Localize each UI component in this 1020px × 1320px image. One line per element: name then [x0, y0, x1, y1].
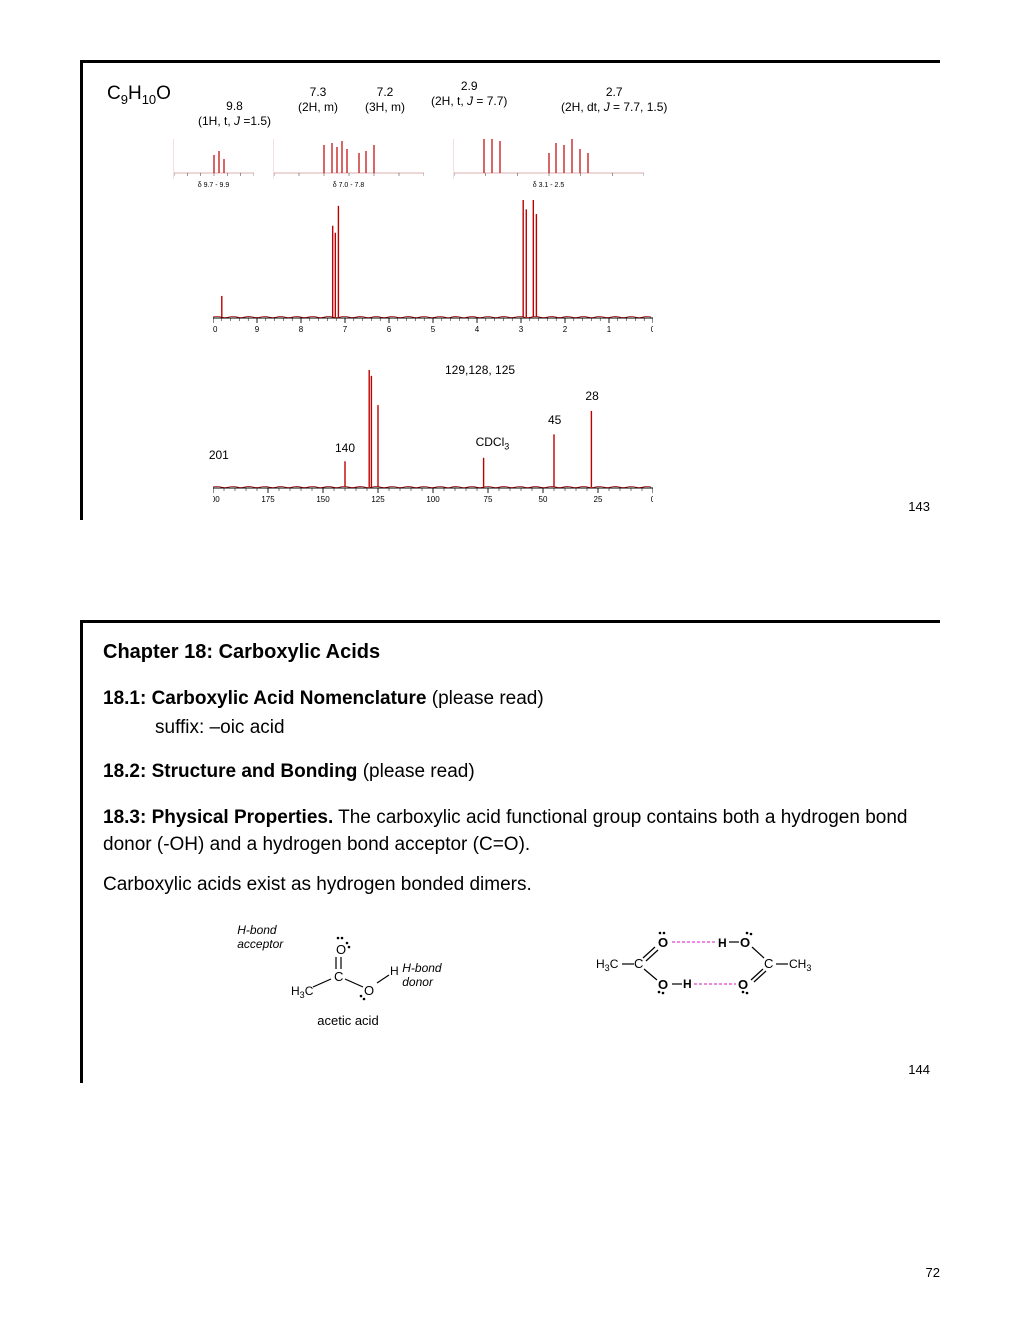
h-peak-label: 2.9(2H, t, J = 7.7)	[431, 79, 507, 109]
svg-text:10: 10	[213, 325, 218, 334]
h-nmr-spectrum: 0 1 2 3 4 5 6 7 8 9 10	[213, 193, 653, 338]
svg-text:150: 150	[316, 495, 330, 504]
c-peak-label: 28	[585, 389, 598, 403]
svg-text:75: 75	[484, 495, 493, 504]
svg-text:175: 175	[261, 495, 275, 504]
svg-text:4: 4	[475, 325, 480, 334]
svg-text:1: 1	[607, 325, 612, 334]
svg-text:25: 25	[594, 495, 603, 504]
slide-chapter18: Chapter 18: Carboxylic Acids 18.1: Carbo…	[80, 620, 940, 1083]
acetic-acid-structure: O C H3C O H H-bondacceptor	[237, 923, 447, 1033]
slide-nmr: C9H10O 9.8(1H, t, J =1.5) 7.3(2H, m) 7.2(3…	[80, 60, 940, 520]
c-peak-label: 140	[335, 441, 355, 455]
svg-text:9: 9	[255, 325, 260, 334]
svg-text:C: C	[764, 956, 773, 971]
svg-text:H: H	[683, 977, 692, 991]
dimer-structure: H3C C O O H H	[596, 923, 816, 1023]
svg-text:0: 0	[651, 495, 653, 504]
svg-text:O: O	[658, 935, 668, 950]
svg-text:7: 7	[343, 325, 348, 334]
svg-text:H3C: H3C	[596, 957, 619, 973]
svg-text:O: O	[658, 977, 668, 992]
svg-text:200: 200	[213, 495, 220, 504]
svg-text:C: C	[634, 956, 643, 971]
c-group-label: 129,128, 125	[445, 363, 515, 377]
slide-page-number: 143	[908, 499, 930, 514]
slide-page-number: 144	[908, 1062, 930, 1077]
suffix-line: suffix: –oic acid	[155, 717, 920, 739]
svg-text:CH3: CH3	[789, 957, 811, 973]
inset-spectrum: δ 9.7 - 9.9	[173, 139, 253, 179]
inset-spectrum: δ 7.0 - 7.8	[273, 139, 423, 179]
inset-row: δ 9.7 - 9.9 δ 7.0 - 7.8 δ 3.1 - 2.5	[173, 139, 920, 185]
dimer-svg: H3C C O O H H	[596, 923, 816, 1003]
c-nmr-spectrum: 0255075100125150175200 201140CDCl34528 1…	[213, 363, 653, 508]
chem-structures: O C H3C O H H-bondacceptor	[103, 913, 920, 1063]
h-peak-label: 7.3(2H, m)	[298, 85, 338, 115]
svg-text:6: 6	[387, 325, 392, 334]
h-peak-label: 9.8(1H, t, J =1.5)	[198, 99, 271, 129]
svg-text:O: O	[364, 983, 374, 998]
svg-text:H3C: H3C	[291, 984, 314, 1000]
svg-text:O: O	[738, 977, 748, 992]
hbond-donor-label: H-bonddonor	[402, 961, 441, 989]
outer-page-number: 72	[926, 1265, 940, 1280]
svg-text:H: H	[390, 964, 399, 978]
dimer-text: Carboxylic acids exist as hydrogen bonde…	[103, 872, 920, 899]
svg-text:C: C	[334, 969, 343, 984]
c-peak-label: 201	[209, 448, 229, 462]
svg-text:H: H	[718, 936, 727, 950]
svg-text:50: 50	[539, 495, 548, 504]
svg-text:2: 2	[563, 325, 568, 334]
chapter-title: Chapter 18: Carboxylic Acids	[103, 641, 920, 664]
h-peak-label: 2.7(2H, dt, J = 7.7, 1.5)	[561, 85, 667, 115]
section-18-3: 18.3: Physical Properties. The carboxyli…	[103, 805, 920, 858]
svg-text:125: 125	[371, 495, 385, 504]
svg-text:8: 8	[299, 325, 304, 334]
svg-text:3: 3	[519, 325, 524, 334]
h-peak-label: 7.2(3H, m)	[365, 85, 405, 115]
acetic-caption: acetic acid	[317, 1013, 378, 1028]
svg-text:O: O	[740, 935, 750, 950]
svg-text:O: O	[336, 942, 346, 957]
inset-spectrum: δ 3.1 - 2.5	[453, 139, 643, 179]
section-18-2: 18.2: Structure and Bonding (please read…	[103, 759, 920, 786]
svg-text:0: 0	[651, 325, 653, 334]
svg-text:5: 5	[431, 325, 436, 334]
c-peak-label: 45	[548, 413, 561, 427]
molecular-formula: C9H10O	[107, 83, 171, 107]
c-peak-label: CDCl3	[476, 435, 510, 451]
svg-text:100: 100	[426, 495, 440, 504]
section-18-1: 18.1: Carboxylic Acid Nomenclature (plea…	[103, 686, 920, 713]
hbond-acceptor-label: H-bondacceptor	[237, 923, 283, 951]
